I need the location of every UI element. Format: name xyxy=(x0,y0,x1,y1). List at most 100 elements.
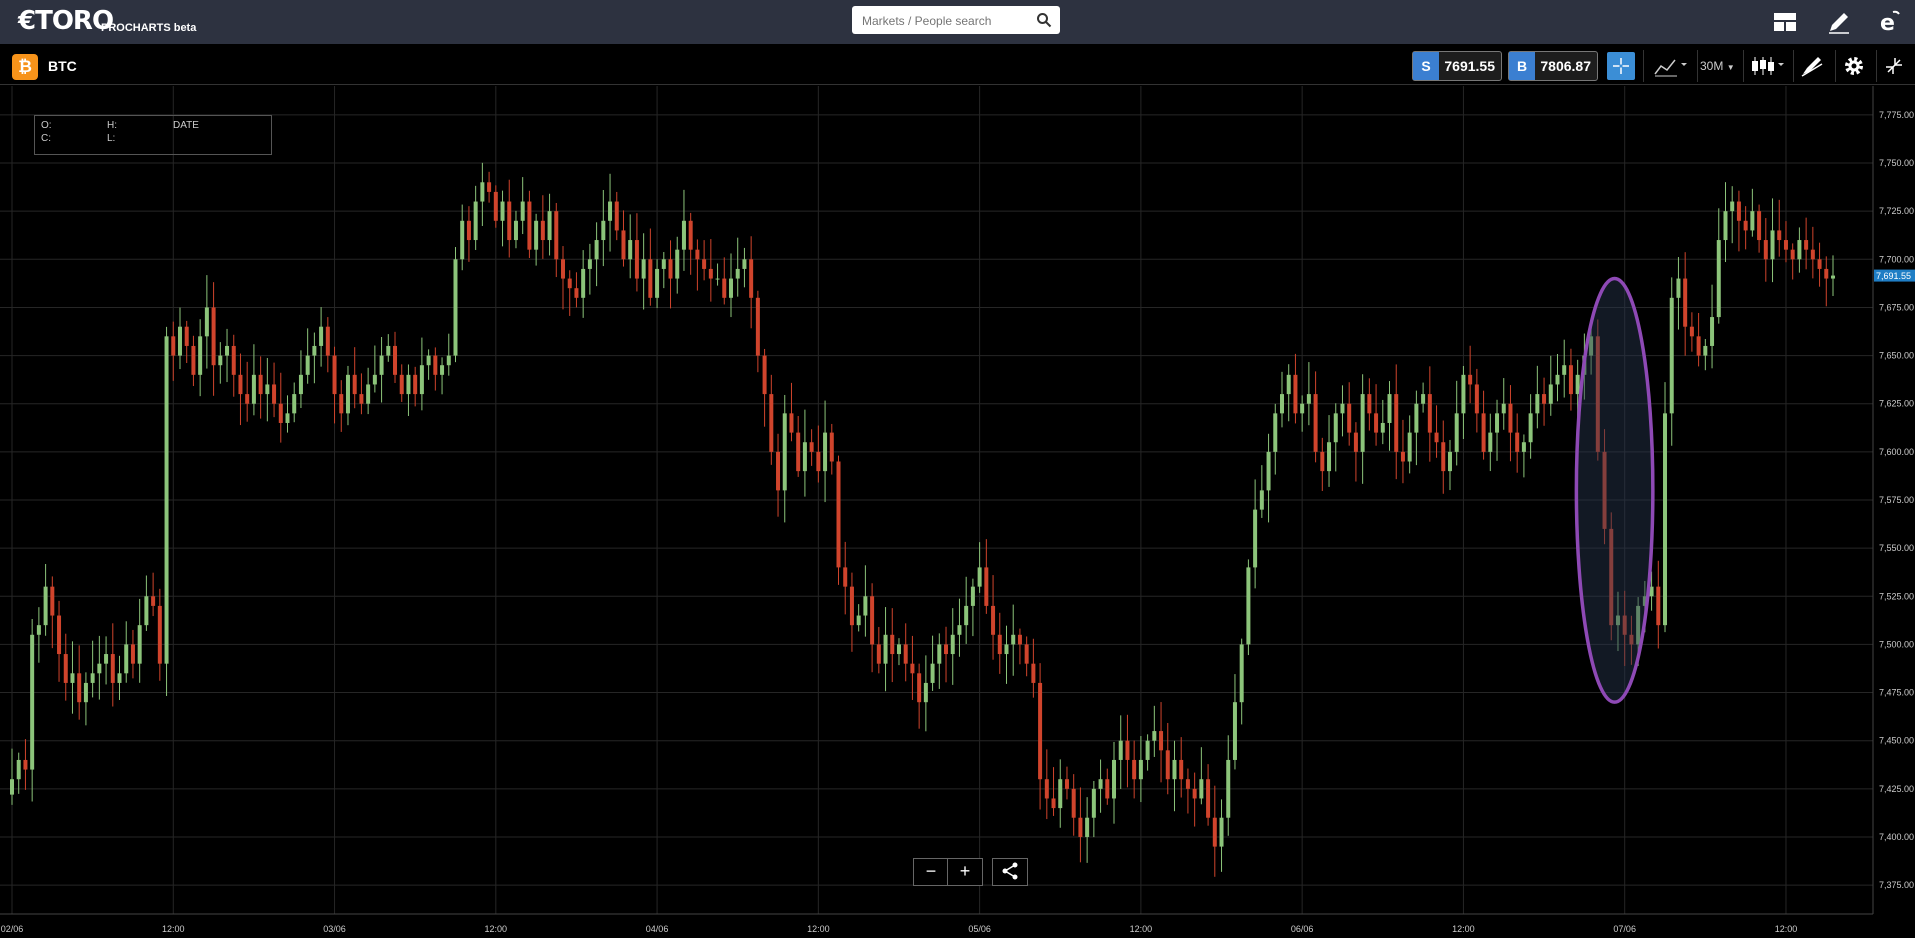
candle-body xyxy=(937,644,942,664)
candle-body xyxy=(1038,682,1043,780)
candle-body xyxy=(218,355,223,366)
candle-body xyxy=(393,345,398,375)
candle-body xyxy=(1058,779,1063,809)
candle-body xyxy=(446,355,451,366)
candle-body xyxy=(634,240,639,279)
candle-body xyxy=(728,278,733,298)
buy-button[interactable]: B 7806.87 xyxy=(1508,51,1598,81)
candle-body xyxy=(1508,403,1513,433)
indicators-button[interactable] xyxy=(1651,52,1691,80)
y-tick-label: 7,675.00 xyxy=(1879,302,1914,312)
zoom-out-button[interactable]: − xyxy=(913,858,949,886)
candle-body xyxy=(1031,663,1036,683)
etoro-e-icon[interactable]: e xyxy=(1876,8,1904,36)
etoro-logo[interactable]: €TORO xyxy=(18,6,114,36)
candle-body xyxy=(386,345,391,356)
candle-body xyxy=(1757,211,1762,241)
candle-body xyxy=(1750,211,1755,231)
candle-body xyxy=(661,259,666,269)
candle-body xyxy=(77,673,82,703)
y-tick-label: 7,500.00 xyxy=(1879,639,1914,649)
toolbar-divider xyxy=(1743,50,1744,82)
candle-body xyxy=(977,567,982,587)
candle-body xyxy=(1488,432,1493,452)
candle-body xyxy=(769,394,774,452)
candle-body xyxy=(856,615,861,626)
candle-body xyxy=(460,220,465,260)
candle-body xyxy=(1145,740,1150,760)
candle-body xyxy=(372,374,377,385)
candle-body xyxy=(1615,615,1620,626)
candle-body xyxy=(104,654,109,664)
svg-text:e: e xyxy=(1880,11,1895,36)
candle-body xyxy=(849,586,854,626)
candle-body xyxy=(151,596,156,606)
collapse-button[interactable] xyxy=(1880,52,1908,80)
candle-body xyxy=(1595,336,1600,452)
candle-body xyxy=(1730,201,1735,212)
candle-body xyxy=(1232,702,1237,760)
candle-body xyxy=(426,355,431,366)
search-input[interactable] xyxy=(860,10,1034,32)
drawing-tools-button[interactable] xyxy=(1798,52,1826,80)
candle-body xyxy=(668,259,673,279)
candle-body xyxy=(1609,528,1614,626)
candle-body xyxy=(581,268,586,298)
search-box[interactable] xyxy=(852,6,1060,34)
candle-body xyxy=(1515,432,1520,452)
candle-body xyxy=(1663,413,1668,626)
sell-price: 7691.55 xyxy=(1444,58,1495,74)
crosshair-button[interactable] xyxy=(1607,52,1635,80)
candle-body xyxy=(641,259,646,279)
candle-body xyxy=(1347,403,1352,433)
layout-icon[interactable] xyxy=(1771,8,1799,36)
sell-button[interactable]: S 7691.55 xyxy=(1412,51,1502,81)
y-tick-label: 7,475.00 xyxy=(1879,688,1914,698)
candle-body xyxy=(1649,586,1654,597)
candle-body xyxy=(876,644,881,664)
candle-body xyxy=(1380,422,1385,433)
candle-body xyxy=(561,259,566,279)
y-tick-label: 7,650.00 xyxy=(1879,351,1914,361)
candle-body xyxy=(1179,759,1184,780)
candle-body xyxy=(440,365,445,375)
timeframe-dropdown[interactable]: 30M ▼ xyxy=(1700,52,1740,80)
candle-body xyxy=(1259,490,1264,510)
share-button[interactable] xyxy=(992,858,1028,886)
candle-body xyxy=(1394,394,1399,452)
candle-body xyxy=(292,394,297,414)
candle-body xyxy=(540,220,545,241)
procharts-beta-label: PROCHARTS beta xyxy=(101,22,197,34)
candle-body xyxy=(359,394,364,404)
candle-body xyxy=(36,625,41,635)
candle-body xyxy=(1481,413,1486,452)
search-icon[interactable] xyxy=(1036,12,1052,28)
candle-body xyxy=(749,259,754,298)
candle-body xyxy=(1064,779,1069,789)
candle-body xyxy=(473,201,478,241)
candle-body xyxy=(1495,413,1500,433)
candle-body xyxy=(1327,442,1332,472)
candle-body xyxy=(1206,779,1211,818)
pencil-icon[interactable] xyxy=(1825,8,1853,36)
candle-body xyxy=(1723,211,1728,241)
candle-body xyxy=(238,374,243,395)
price-chart[interactable]: 7,375.00 7,400.00 7,425.00 7,450.00 7,475.00… xyxy=(0,86,1915,938)
candle-body xyxy=(406,374,411,395)
x-tick-label: 12:00 xyxy=(1775,924,1798,934)
candle-body xyxy=(870,596,875,645)
date-label: DATE xyxy=(173,120,199,131)
candle-body xyxy=(1105,779,1110,799)
settings-button[interactable] xyxy=(1840,52,1868,80)
candle-body xyxy=(345,374,350,414)
chart-type-button[interactable] xyxy=(1748,52,1788,80)
candle-body xyxy=(413,374,418,395)
candle-body xyxy=(137,625,142,664)
candle-body xyxy=(1414,403,1419,433)
zoom-in-button[interactable]: + xyxy=(947,858,983,886)
gear-icon xyxy=(1845,57,1863,75)
candle-body xyxy=(245,394,250,404)
open-label: O: xyxy=(41,120,52,131)
candle-body xyxy=(1770,230,1775,260)
candle-body xyxy=(1185,779,1190,789)
